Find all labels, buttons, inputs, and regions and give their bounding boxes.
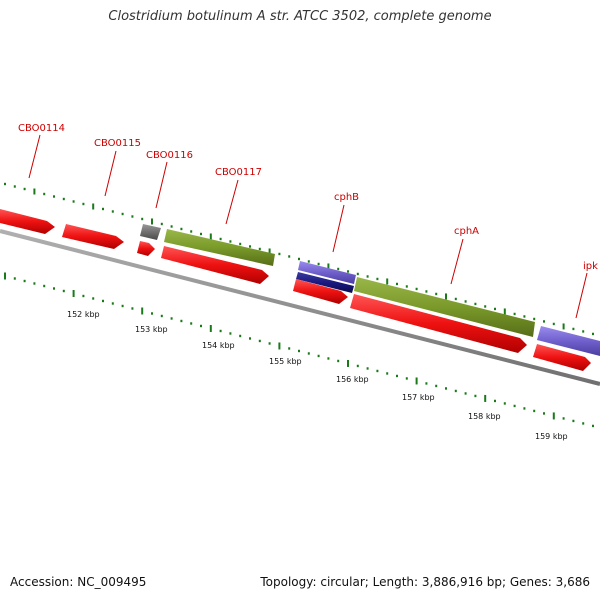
- gene-labels: CBO0114 CBO0115 CBO0116 CBO0117 cphB cph…: [18, 123, 598, 272]
- feature-cpha-rna[interactable]: [354, 277, 535, 337]
- gene-label-cbo0117[interactable]: CBO0117: [215, 167, 262, 178]
- gene-label-cpha[interactable]: cphA: [454, 226, 479, 237]
- feature-cbo0117-rna[interactable]: [164, 229, 275, 266]
- feature-cpha-cds[interactable]: [350, 294, 527, 353]
- ruler-label-157kbp: 157 kbp: [402, 393, 435, 402]
- leader-cbo0116: [155, 161, 168, 209]
- gene-label-cbo0116[interactable]: CBO0116: [146, 150, 193, 161]
- feature-cbo0116-cds[interactable]: [137, 241, 155, 256]
- feature-ipk-rna[interactable]: [537, 326, 600, 356]
- ruler-label-154kbp: 154 kbp: [202, 341, 235, 350]
- outer-tick-track: [4, 182, 594, 336]
- ruler-label-159kbp: 159 kbp: [535, 432, 568, 441]
- topology-text: Topology: circular; Length: 3,886,916 bp…: [260, 575, 590, 589]
- ruler-tick-track: [4, 272, 594, 428]
- gene-label-cbo0115[interactable]: CBO0115: [94, 138, 141, 149]
- accession-text: Accession: NC_009495: [10, 575, 147, 589]
- gene-leader-lines: [28, 134, 588, 319]
- leader-cpha: [450, 238, 464, 285]
- ruler-label-153kbp: 153 kbp: [135, 325, 168, 334]
- feature-cbo0114-cds[interactable]: [0, 209, 55, 234]
- leader-cbo0117: [225, 179, 239, 225]
- feature-track: [0, 209, 600, 371]
- leader-cbo0115: [104, 150, 117, 197]
- gene-label-cbo0114[interactable]: CBO0114: [18, 123, 65, 134]
- ruler-labels: 152 kbp 153 kbp 154 kbp 155 kbp 156 kbp …: [67, 310, 568, 441]
- ruler-label-156kbp: 156 kbp: [336, 375, 369, 384]
- feature-cphb-cds[interactable]: [293, 279, 348, 304]
- feature-cbo0115-cds[interactable]: [62, 224, 124, 249]
- feature-cbo0117-cds[interactable]: [161, 246, 269, 284]
- gene-label-ipk[interactable]: ipk: [583, 261, 598, 272]
- ruler-label-155kbp: 155 kbp: [269, 357, 302, 366]
- feature-ipk-cds[interactable]: [533, 344, 591, 371]
- ruler-label-152kbp: 152 kbp: [67, 310, 100, 319]
- gene-label-cphb[interactable]: cphB: [334, 192, 359, 203]
- leader-ipk: [575, 272, 588, 319]
- map-title: Clostridium botulinum A str. ATCC 3502, …: [108, 9, 492, 24]
- feature-cbo0116-rna[interactable]: [140, 224, 161, 240]
- genome-backbone: [0, 229, 600, 386]
- leader-cphb: [332, 204, 345, 253]
- leader-cbo0114: [28, 134, 41, 179]
- ruler-label-158kbp: 158 kbp: [468, 412, 501, 421]
- feature-cphb-rna-navy[interactable]: [296, 272, 354, 293]
- feature-cphb-rna-blue[interactable]: [298, 261, 356, 284]
